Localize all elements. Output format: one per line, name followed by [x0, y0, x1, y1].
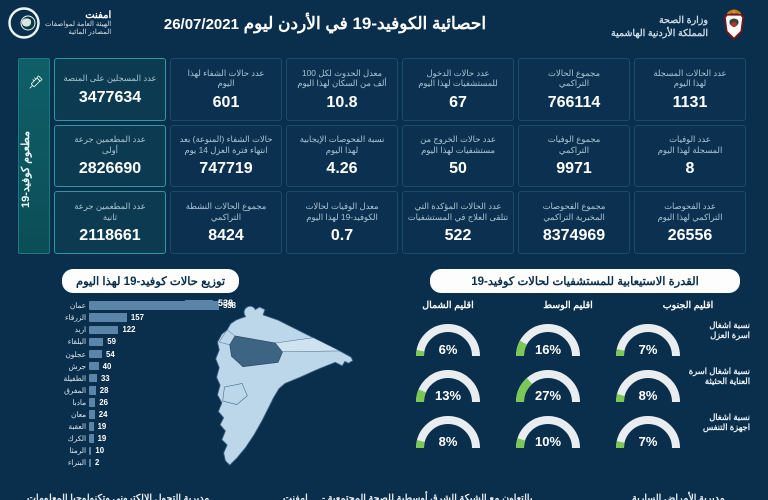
- svg-text:10%: 10%: [535, 434, 561, 449]
- svg-text:7%: 7%: [639, 434, 658, 449]
- svg-text:8%: 8%: [639, 388, 658, 403]
- svg-text:16%: 16%: [535, 342, 561, 357]
- svg-text:13%: 13%: [435, 388, 461, 403]
- svg-text:27%: 27%: [535, 388, 561, 403]
- svg-text:8%: 8%: [439, 434, 458, 449]
- svg-text:6%: 6%: [439, 342, 458, 357]
- svg-text:7%: 7%: [639, 342, 658, 357]
